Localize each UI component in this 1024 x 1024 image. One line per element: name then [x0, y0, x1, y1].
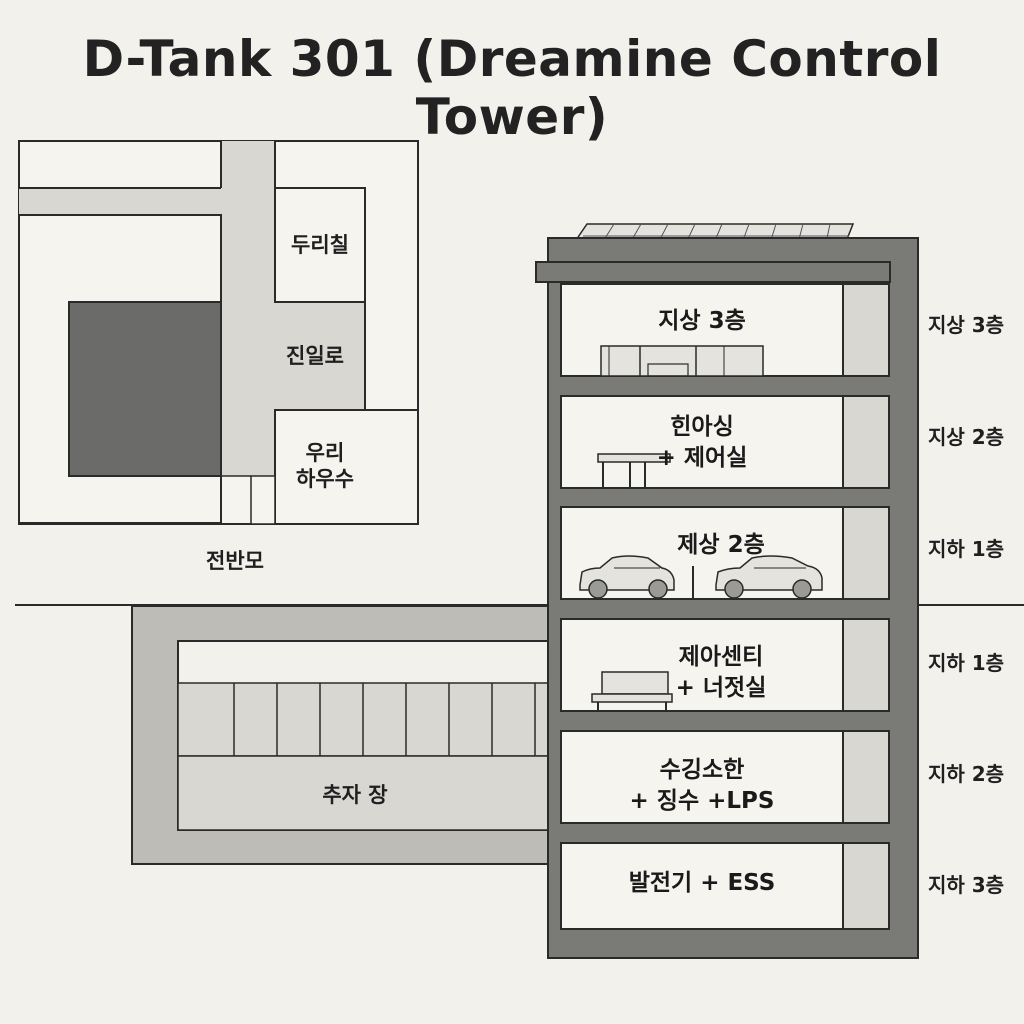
floor-side-label: 지상 3층 [928, 313, 1005, 337]
floor-side-label: 지하 2층 [928, 762, 1005, 786]
house-label: 우리 하우수 [296, 441, 354, 492]
floor-title: 제상 2층 [677, 532, 765, 558]
bench-icon [591, 671, 673, 711]
floor-side-label: 지하 3층 [928, 873, 1005, 897]
corridor-vertical [221, 141, 275, 476]
parking-stalls [233, 683, 536, 756]
road-label: 전반모 [206, 549, 264, 573]
parking-stalls-row [177, 682, 551, 757]
desk-icon [597, 453, 671, 488]
parking-label: 추자 장 [322, 783, 388, 807]
corridor-middle [275, 302, 365, 410]
page-title: D-Tank 301 (Dreamine Control Tower) [82, 30, 942, 146]
car-icon [579, 555, 675, 599]
corridor-label: 진일로 [286, 344, 344, 368]
furniture-icon [600, 345, 764, 377]
parking-aisle [177, 755, 551, 831]
floor-title: 힌아싱 + 제어실 [656, 414, 748, 472]
floor-room [560, 730, 844, 824]
roof-slab [535, 261, 891, 283]
room-top [274, 187, 366, 303]
floor-core [842, 506, 890, 600]
floor-side-label: 지하 1층 [928, 537, 1005, 561]
building-dark-block [68, 301, 222, 477]
floor-title: 발전기 + ESS [628, 870, 776, 896]
floor-core [842, 842, 890, 930]
floor-core [842, 283, 890, 377]
house-block [274, 409, 419, 525]
floor-title: 수깅소한 + 징수 +LPS [629, 757, 775, 815]
floor-side-label: 지상 2층 [928, 425, 1005, 449]
car-icon [715, 555, 823, 599]
floor-core [842, 730, 890, 824]
room-top-label: 두리칠 [291, 233, 349, 257]
floor-core [842, 618, 890, 712]
path-strip [250, 475, 276, 525]
floor-title: 제아센티 + 너젓실 [675, 644, 767, 702]
floor-side-label: 지하 1층 [928, 651, 1005, 675]
floor-core [842, 395, 890, 489]
floor-title: 지상 3층 [658, 308, 746, 334]
